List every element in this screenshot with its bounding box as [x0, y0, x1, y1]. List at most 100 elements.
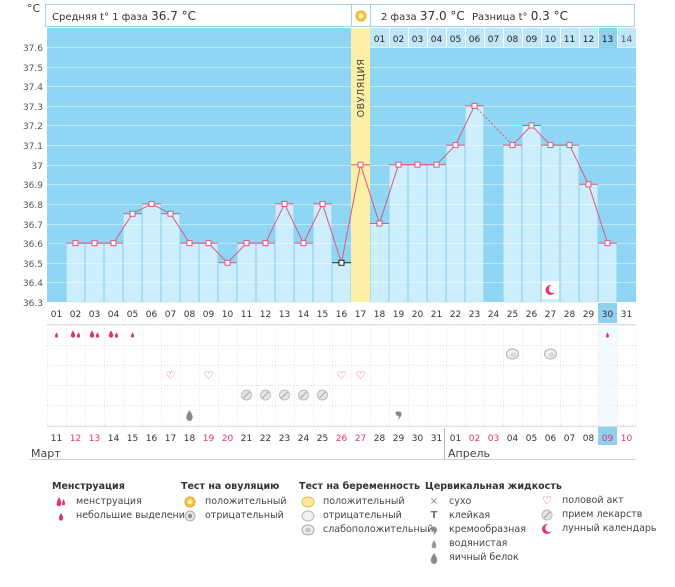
cycle-day-number[interactable]: 09 — [203, 310, 215, 320]
calendar-date[interactable]: 05 — [526, 434, 537, 444]
heart-icon: ♡ — [542, 494, 552, 507]
legend-text: яичный белок — [449, 552, 519, 563]
legend-text: положительный — [205, 496, 287, 507]
calendar-date[interactable]: 12 — [70, 434, 81, 444]
cycle-day-number[interactable]: 13 — [279, 310, 290, 320]
svg-text:Средняя t° 1 фаза 36.7 °C: Средняя t° 1 фаза 36.7 °C — [52, 9, 196, 23]
cycle-day-number[interactable]: 01 — [51, 310, 62, 320]
calendar-date[interactable]: 09 — [602, 434, 614, 444]
cycle-day-number[interactable]: 25 — [507, 310, 518, 320]
temperature-point[interactable] — [433, 161, 440, 168]
calendar-date[interactable]: 21 — [241, 434, 252, 444]
calendar-date[interactable]: 16 — [146, 434, 158, 444]
cycle-day-number[interactable]: 14 — [298, 310, 310, 320]
cycle-day-number[interactable]: 20 — [412, 310, 424, 320]
calendar-date[interactable]: 23 — [279, 434, 290, 444]
calendar-date[interactable]: 01 — [450, 434, 461, 444]
egg-white-icon — [425, 552, 443, 564]
calendar-date[interactable]: 31 — [431, 434, 442, 444]
creamy-mark — [395, 411, 402, 420]
heart-mark: ♡ — [337, 369, 347, 382]
calendar-date[interactable]: 02 — [469, 434, 480, 444]
temperature-point[interactable] — [243, 240, 250, 247]
cycle-day-number[interactable]: 21 — [431, 310, 442, 320]
calendar-date[interactable]: 11 — [51, 434, 62, 444]
calendar-date[interactable]: 28 — [374, 434, 386, 444]
cycle-day-number[interactable]: 07 — [165, 310, 176, 320]
temperature-point[interactable] — [604, 240, 611, 247]
calendar-date[interactable]: 14 — [108, 434, 120, 444]
cycle-day-number[interactable]: 15 — [317, 310, 328, 320]
temperature-point[interactable] — [376, 220, 383, 227]
temperature-point[interactable] — [547, 142, 554, 149]
cycle-day-number[interactable]: 16 — [336, 310, 348, 320]
temperature-point[interactable] — [357, 161, 364, 168]
temperature-point[interactable] — [319, 200, 326, 207]
calendar-date[interactable]: 24 — [298, 434, 310, 444]
cycle-day-number[interactable]: 17 — [355, 310, 366, 320]
calendar-date[interactable]: 22 — [260, 434, 271, 444]
cycle-day-number[interactable]: 18 — [374, 310, 386, 320]
temperature-bar — [256, 242, 275, 303]
cycle-day-number[interactable]: 04 — [108, 310, 120, 320]
temperature-point[interactable] — [566, 142, 573, 149]
calendar-date[interactable]: 07 — [564, 434, 575, 444]
temperature-point[interactable] — [72, 240, 79, 247]
cycle-day-number[interactable]: 11 — [241, 310, 252, 320]
cycle-day-number[interactable]: 19 — [393, 310, 405, 320]
temperature-point[interactable] — [186, 240, 193, 247]
temperature-point[interactable] — [91, 240, 98, 247]
calendar-date[interactable]: 18 — [184, 434, 196, 444]
calendar-date[interactable]: 10 — [621, 434, 633, 444]
temperature-point[interactable] — [167, 210, 174, 217]
cycle-day-number[interactable]: 12 — [260, 310, 271, 320]
cycle-day-number[interactable]: 26 — [526, 310, 538, 320]
calendar-date[interactable]: 13 — [89, 434, 100, 444]
cycle-day-number[interactable]: 27 — [545, 310, 556, 320]
temperature-point[interactable] — [205, 240, 212, 247]
temperature-point[interactable] — [509, 142, 516, 149]
calendar-date[interactable]: 04 — [507, 434, 519, 444]
calendar-date[interactable]: 15 — [127, 434, 138, 444]
cycle-day-number[interactable]: 24 — [488, 310, 500, 320]
cycle-day-number[interactable]: 30 — [602, 310, 614, 320]
temperature-point[interactable] — [395, 161, 402, 168]
calendar-date[interactable]: 25 — [317, 434, 328, 444]
temperature-point[interactable] — [414, 161, 421, 168]
temperature-point[interactable] — [224, 259, 231, 266]
cycle-day-number[interactable]: 22 — [450, 310, 461, 320]
cycle-day-number[interactable]: 28 — [564, 310, 576, 320]
temperature-point[interactable] — [281, 200, 288, 207]
calendar-date[interactable]: 27 — [355, 434, 366, 444]
cycle-day-number[interactable]: 08 — [184, 310, 196, 320]
temperature-point[interactable] — [110, 240, 117, 247]
calendar-date[interactable]: 30 — [412, 434, 424, 444]
calendar-date[interactable]: 17 — [165, 434, 176, 444]
cycle-day-number[interactable]: 31 — [621, 310, 632, 320]
temperature-point[interactable] — [528, 122, 535, 129]
temperature-point[interactable] — [300, 240, 307, 247]
calendar-date[interactable]: 19 — [203, 434, 215, 444]
temperature-point[interactable] — [471, 102, 478, 109]
calendar-date[interactable]: 06 — [545, 434, 557, 444]
temperature-point[interactable] — [148, 200, 155, 207]
cycle-day-number[interactable]: 29 — [583, 310, 595, 320]
cycle-day-number[interactable]: 06 — [146, 310, 158, 320]
calendar-date[interactable]: 20 — [222, 434, 234, 444]
cycle-day-number[interactable]: 23 — [469, 310, 480, 320]
calendar-date[interactable]: 29 — [393, 434, 405, 444]
temperature-bar — [446, 144, 465, 303]
temperature-point[interactable] — [129, 210, 136, 217]
calendar-date[interactable]: 03 — [488, 434, 499, 444]
temperature-point[interactable] — [262, 240, 269, 247]
temperature-point[interactable] — [585, 181, 592, 188]
temperature-point[interactable] — [338, 259, 345, 266]
calendar-date[interactable]: 26 — [336, 434, 348, 444]
cycle-day-number[interactable]: 03 — [89, 310, 100, 320]
cycle-day-number[interactable]: 05 — [127, 310, 138, 320]
temperature-point[interactable] — [452, 142, 459, 149]
cycle-day-number[interactable]: 10 — [222, 310, 234, 320]
cycle-day-number[interactable]: 02 — [70, 310, 81, 320]
pill-line — [281, 391, 288, 399]
calendar-date[interactable]: 08 — [583, 434, 595, 444]
